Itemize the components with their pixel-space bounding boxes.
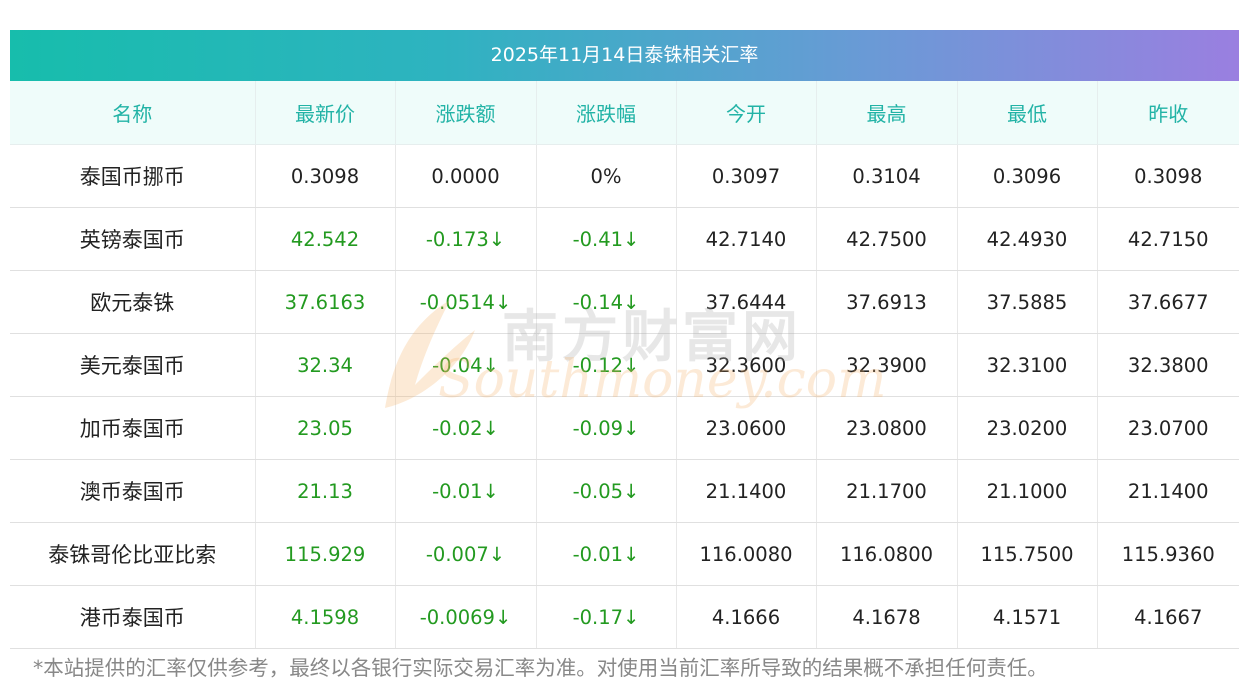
cell-change: -0.01↓: [395, 459, 537, 523]
cell-open: 4.1666: [676, 585, 817, 649]
cell-prev-close: 37.6677: [1097, 270, 1239, 334]
cell-low: 115.7500: [957, 522, 1098, 586]
cell-open: 42.7140: [676, 207, 817, 271]
table-row: 美元泰国币 32.34 -0.04↓ -0.12↓ 32.3600 32.3900 32.3…: [10, 333, 1239, 397]
cell-high: 4.1678: [816, 585, 958, 649]
cell-name: 加币泰国币: [10, 396, 256, 460]
cell-latest: 37.6163: [255, 270, 396, 334]
cell-name: 欧元泰铢: [10, 270, 256, 334]
cell-open: 37.6444: [676, 270, 817, 334]
cell-change-pct: -0.41↓: [536, 207, 677, 271]
cell-prev-close: 21.1400: [1097, 459, 1239, 523]
cell-name: 港币泰国币: [10, 585, 256, 649]
cell-high: 42.7500: [816, 207, 958, 271]
cell-name: 澳币泰国币: [10, 459, 256, 523]
cell-open: 116.0080: [676, 522, 817, 586]
cell-open: 21.1400: [676, 459, 817, 523]
cell-name: 泰国币挪币: [10, 144, 256, 208]
header-name: 名称: [10, 81, 256, 145]
header-high: 最高: [816, 81, 958, 145]
cell-high: 23.0800: [816, 396, 958, 460]
cell-change-pct: -0.09↓: [536, 396, 677, 460]
cell-high: 116.0800: [816, 522, 958, 586]
cell-high: 37.6913: [816, 270, 958, 334]
disclaimer-note: *本站提供的汇率仅供参考，最终以各银行实际交易汇率为准。对使用当前汇率所导致的结…: [33, 656, 1048, 680]
cell-prev-close: 115.9360: [1097, 522, 1239, 586]
table-row: 泰铢哥伦比亚比索 115.929 -0.007↓ -0.01↓ 116.0080 116.…: [10, 522, 1239, 586]
cell-change: -0.173↓: [395, 207, 537, 271]
cell-latest: 115.929: [255, 522, 396, 586]
cell-latest: 4.1598: [255, 585, 396, 649]
cell-low: 21.1000: [957, 459, 1098, 523]
cell-change-pct: -0.12↓: [536, 333, 677, 397]
cell-high: 0.3104: [816, 144, 958, 208]
cell-open: 0.3097: [676, 144, 817, 208]
header-latest: 最新价: [255, 81, 396, 145]
cell-open: 23.0600: [676, 396, 817, 460]
cell-low: 37.5885: [957, 270, 1098, 334]
rate-table: 名称 最新价 涨跌额 涨跌幅 今开 最高 最低 昨收 泰国币挪币 0.3098 0.…: [10, 81, 1239, 649]
cell-change: -0.04↓: [395, 333, 537, 397]
cell-low: 32.3100: [957, 333, 1098, 397]
cell-latest: 23.05: [255, 396, 396, 460]
cell-low: 0.3096: [957, 144, 1098, 208]
cell-change: 0.0000: [395, 144, 537, 208]
cell-change-pct: -0.05↓: [536, 459, 677, 523]
cell-prev-close: 0.3098: [1097, 144, 1239, 208]
cell-latest: 21.13: [255, 459, 396, 523]
table-row: 港币泰国币 4.1598 -0.0069↓ -0.17↓ 4.1666 4.1678 4.1…: [10, 585, 1239, 649]
cell-high: 21.1700: [816, 459, 958, 523]
cell-low: 42.4930: [957, 207, 1098, 271]
table-row: 加币泰国币 23.05 -0.02↓ -0.09↓ 23.0600 23.0800 23.0…: [10, 396, 1239, 460]
cell-change-pct: -0.17↓: [536, 585, 677, 649]
header-row: 名称 最新价 涨跌额 涨跌幅 今开 最高 最低 昨收: [10, 81, 1239, 145]
table-row: 澳币泰国币 21.13 -0.01↓ -0.05↓ 21.1400 21.1700 21.1…: [10, 459, 1239, 523]
cell-low: 4.1571: [957, 585, 1098, 649]
header-low: 最低: [957, 81, 1098, 145]
cell-latest: 0.3098: [255, 144, 396, 208]
header-change-pct: 涨跌幅: [536, 81, 677, 145]
table-row: 泰国币挪币 0.3098 0.0000 0% 0.3097 0.3104 0.3096 0.3…: [10, 144, 1239, 208]
cell-open: 32.3600: [676, 333, 817, 397]
cell-change: -0.0514↓: [395, 270, 537, 334]
cell-prev-close: 4.1667: [1097, 585, 1239, 649]
cell-name: 泰铢哥伦比亚比索: [10, 522, 256, 586]
cell-change-pct: 0%: [536, 144, 677, 208]
header-open: 今开: [676, 81, 817, 145]
table-row: 欧元泰铢 37.6163 -0.0514↓ -0.14↓ 37.6444 37.6913 3…: [10, 270, 1239, 334]
header-prev-close: 昨收: [1097, 81, 1239, 145]
cell-latest: 42.542: [255, 207, 396, 271]
cell-change: -0.02↓: [395, 396, 537, 460]
cell-high: 32.3900: [816, 333, 958, 397]
cell-change-pct: -0.01↓: [536, 522, 677, 586]
cell-name: 英镑泰国币: [10, 207, 256, 271]
cell-prev-close: 32.3800: [1097, 333, 1239, 397]
rate-table-container: 2025年11月14日泰铢相关汇率 名称 最新价 涨跌额 涨跌幅 今开 最高 最…: [10, 30, 1239, 649]
cell-low: 23.0200: [957, 396, 1098, 460]
cell-prev-close: 23.0700: [1097, 396, 1239, 460]
cell-latest: 32.34: [255, 333, 396, 397]
cell-change: -0.007↓: [395, 522, 537, 586]
cell-prev-close: 42.7150: [1097, 207, 1239, 271]
cell-change: -0.0069↓: [395, 585, 537, 649]
table-row: 英镑泰国币 42.542 -0.173↓ -0.41↓ 42.7140 42.7500 42…: [10, 207, 1239, 271]
header-change: 涨跌额: [395, 81, 537, 145]
cell-name: 美元泰国币: [10, 333, 256, 397]
cell-change-pct: -0.14↓: [536, 270, 677, 334]
table-title: 2025年11月14日泰铢相关汇率: [10, 30, 1239, 81]
